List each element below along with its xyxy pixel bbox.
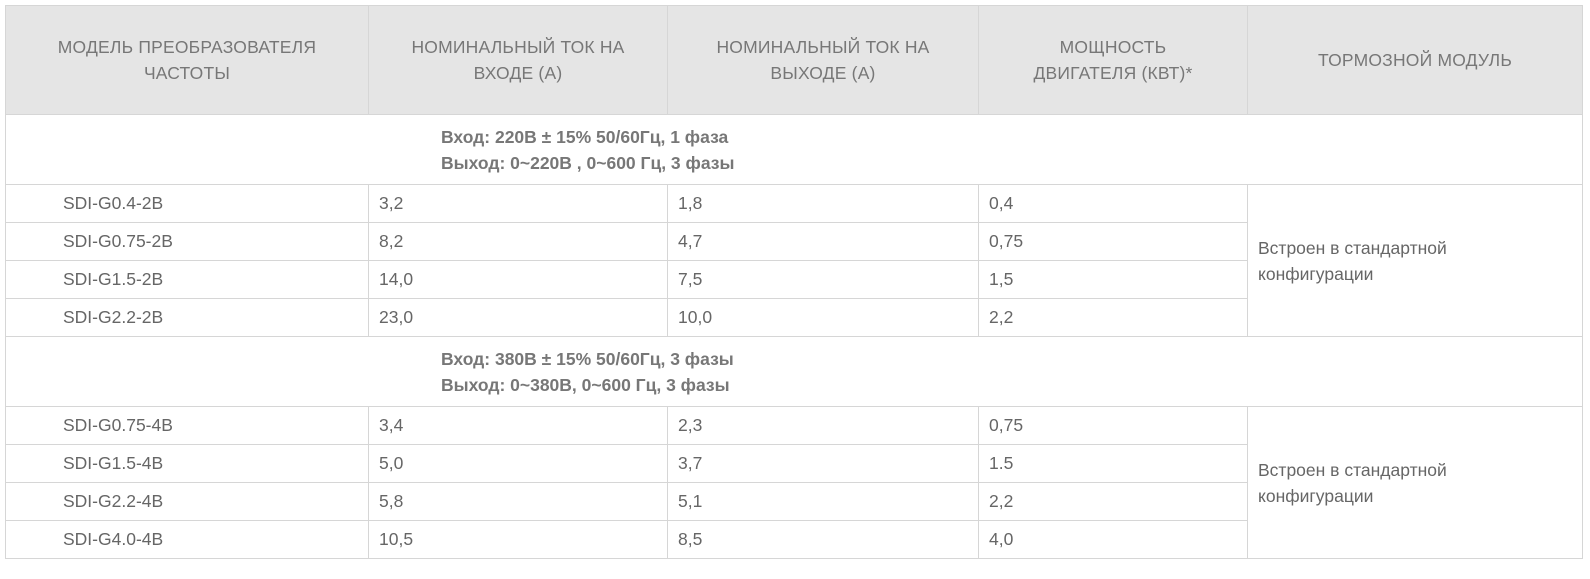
cell-motor-power: 2,2 [979,483,1248,521]
cell-motor-power: 1.5 [979,445,1248,483]
cell-input-current: 23,0 [369,299,668,337]
cell-output-current: 4,7 [668,223,979,261]
group-output-spec: Выход: 0~220В , 0~600 Гц, 3 фазы [441,150,1582,176]
cell-model: SDI-G0.75-4B [6,407,369,445]
cell-motor-power: 0,75 [979,223,1248,261]
cell-input-current: 3,2 [369,185,668,223]
header-output-current: НОМИНАЛЬНЫЙ ТОК НА ВЫХОДЕ (А) [668,6,979,115]
group-header-row: Вход: 220В ± 15% 50/60Гц, 1 фаза Выход: … [6,115,1583,185]
table-header-row: МОДЕЛЬ ПРЕОБРАЗОВАТЕЛЯ ЧАСТОТЫ НОМИНАЛЬН… [6,6,1583,115]
group-input-spec: Вход: 220В ± 15% 50/60Гц, 1 фаза [441,124,1582,150]
header-output-current-label: НОМИНАЛЬНЫЙ ТОК НА ВЫХОДЕ (А) [668,34,978,86]
spec-table-container: МОДЕЛЬ ПРЕОБРАЗОВАТЕЛЯ ЧАСТОТЫ НОМИНАЛЬН… [5,5,1582,559]
header-motor-power-label: МОЩНОСТЬ ДВИГАТЕЛЯ (КВТ)* [979,34,1247,86]
spec-table: МОДЕЛЬ ПРЕОБРАЗОВАТЕЛЯ ЧАСТОТЫ НОМИНАЛЬН… [5,5,1583,559]
group-header-row: Вход: 380В ± 15% 50/60Гц, 3 фазы Выход: … [6,337,1583,407]
cell-motor-power: 0,4 [979,185,1248,223]
group-input-spec: Вход: 380В ± 15% 50/60Гц, 3 фазы [441,346,1582,372]
header-input-current: НОМИНАЛЬНЫЙ ТОК НА ВХОДЕ (А) [369,6,668,115]
cell-input-current: 8,2 [369,223,668,261]
header-motor-power: МОЩНОСТЬ ДВИГАТЕЛЯ (КВТ)* [979,6,1248,115]
cell-brake-module: Встроен в стандартной конфигурации [1248,185,1583,337]
group-header-cell: Вход: 220В ± 15% 50/60Гц, 1 фаза Выход: … [6,115,1583,185]
cell-model: SDI-G0.4-2B [6,185,369,223]
cell-input-current: 10,5 [369,521,668,559]
cell-motor-power: 1,5 [979,261,1248,299]
cell-output-current: 5,1 [668,483,979,521]
table-row: SDI-G0.75-4B 3,4 2,3 0,75 Встроен в стан… [6,407,1583,445]
cell-output-current: 10,0 [668,299,979,337]
cell-motor-power: 0,75 [979,407,1248,445]
cell-model: SDI-G0.75-2B [6,223,369,261]
cell-input-current: 5,0 [369,445,668,483]
cell-model: SDI-G1.5-4B [6,445,369,483]
cell-model: SDI-G2.2-4B [6,483,369,521]
cell-input-current: 3,4 [369,407,668,445]
header-brake-module: ТОРМОЗНОЙ МОДУЛЬ [1248,6,1583,115]
cell-output-current: 3,7 [668,445,979,483]
header-brake-module-label: ТОРМОЗНОЙ МОДУЛЬ [1288,47,1542,73]
header-model: МОДЕЛЬ ПРЕОБРАЗОВАТЕЛЯ ЧАСТОТЫ [6,6,369,115]
cell-output-current: 7,5 [668,261,979,299]
header-model-label: МОДЕЛЬ ПРЕОБРАЗОВАТЕЛЯ ЧАСТОТЫ [6,34,368,86]
table-row: SDI-G0.4-2B 3,2 1,8 0,4 Встроен в станда… [6,185,1583,223]
cell-motor-power: 4,0 [979,521,1248,559]
cell-model: SDI-G1.5-2B [6,261,369,299]
cell-output-current: 8,5 [668,521,979,559]
cell-model: SDI-G4.0-4B [6,521,369,559]
cell-output-current: 2,3 [668,407,979,445]
group-header-cell: Вход: 380В ± 15% 50/60Гц, 3 фазы Выход: … [6,337,1583,407]
cell-brake-module: Встроен в стандартной конфигурации [1248,407,1583,559]
cell-motor-power: 2,2 [979,299,1248,337]
cell-input-current: 5,8 [369,483,668,521]
header-input-current-label: НОМИНАЛЬНЫЙ ТОК НА ВХОДЕ (А) [369,34,667,86]
cell-output-current: 1,8 [668,185,979,223]
cell-input-current: 14,0 [369,261,668,299]
cell-model: SDI-G2.2-2B [6,299,369,337]
group-output-spec: Выход: 0~380В, 0~600 Гц, 3 фазы [441,372,1582,398]
